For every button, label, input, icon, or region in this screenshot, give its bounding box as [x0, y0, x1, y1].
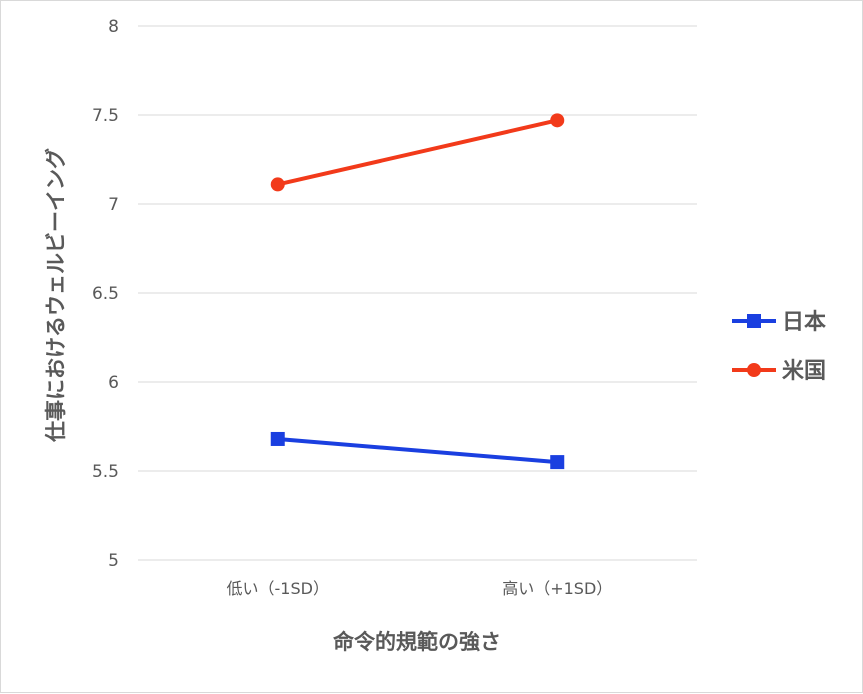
legend-marker — [747, 363, 761, 377]
series-line — [277, 436, 558, 465]
y-tick-label: 8 — [108, 17, 119, 37]
y-tick-label: 6.5 — [92, 284, 119, 304]
data-point-marker — [550, 113, 565, 128]
series-1 — [270, 431, 565, 470]
y-tick-label: 5.5 — [92, 462, 119, 482]
y-tick-labels: 5 5.5 6 6.5 7 7.5 8 — [92, 17, 119, 571]
data-point-marker — [270, 431, 285, 446]
x-tick-labels: 低い（-1SD） 高い（+1SD） — [227, 579, 613, 598]
legend-item: 日本 — [732, 310, 826, 335]
x-tick-label: 低い（-1SD） — [227, 579, 329, 598]
x-axis-title: 命令的規範の強さ — [333, 630, 501, 654]
series-line — [277, 118, 558, 187]
series-group — [270, 113, 565, 470]
series-2 — [270, 113, 565, 192]
x-tick-label: 高い（+1SD） — [502, 579, 612, 598]
legend-marker — [747, 314, 761, 328]
legend-item: 米国 — [732, 359, 826, 384]
y-tick-label: 7.5 — [92, 106, 119, 126]
y-tick-label: 7 — [108, 195, 119, 215]
legend-label: 米国 — [782, 359, 826, 384]
y-axis-title: 仕事におけるウェルビーイング — [44, 148, 68, 443]
legend-label: 日本 — [782, 310, 826, 335]
data-point-marker — [550, 455, 565, 470]
data-point-marker — [270, 177, 285, 192]
gridlines — [138, 25, 697, 561]
y-tick-label: 5 — [108, 551, 119, 571]
y-tick-label: 6 — [108, 373, 119, 393]
